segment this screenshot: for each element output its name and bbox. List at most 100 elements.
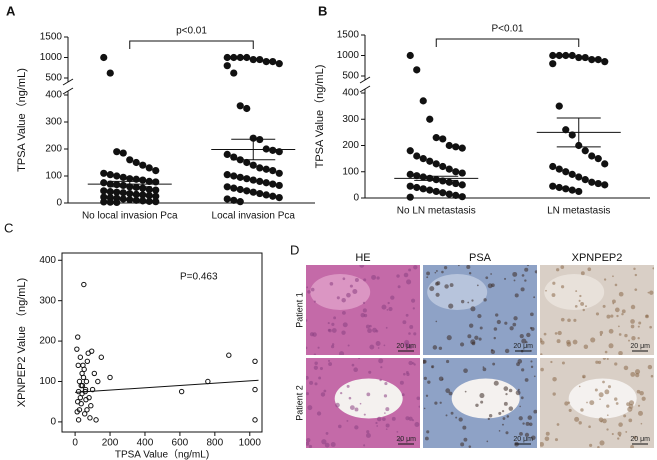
data-point (243, 175, 251, 183)
data-point (236, 185, 244, 194)
significance-bracket (435, 38, 580, 47)
nucleus (513, 279, 516, 282)
axis-break (359, 76, 371, 84)
nucleus (594, 388, 598, 392)
data-point (145, 197, 153, 205)
nucleus (342, 310, 346, 315)
y-tick-label: 1000 (337, 50, 360, 61)
y-tick-label: 200 (45, 144, 62, 155)
scale-bar-label: 20 μm (630, 436, 650, 443)
data-point (243, 104, 251, 113)
data-point (581, 176, 589, 184)
nucleus (342, 322, 348, 328)
y-tick-label: 0 (56, 198, 62, 209)
nucleus (340, 391, 343, 395)
data-point (126, 196, 134, 204)
micrograph (306, 265, 420, 355)
data-point (119, 149, 127, 157)
nucleus (425, 394, 429, 397)
nucleus (597, 445, 600, 448)
nucleus (408, 416, 413, 421)
data-point (145, 191, 153, 200)
data-point (555, 51, 563, 60)
data-point (275, 60, 283, 68)
nucleus (493, 336, 496, 340)
nucleus (503, 386, 509, 391)
data-point (256, 55, 264, 64)
nucleus (458, 417, 463, 422)
data-point (88, 403, 94, 409)
data-point (243, 187, 251, 195)
nucleus (449, 283, 454, 287)
data-point (98, 354, 105, 360)
nucleus (606, 358, 609, 361)
nucleus (512, 271, 518, 277)
nucleus (530, 327, 535, 331)
nucleus (627, 406, 633, 412)
data-point (113, 188, 121, 196)
nucleus (363, 313, 368, 318)
nucleus (354, 407, 359, 412)
y-tick-label: 300 (45, 117, 62, 128)
data-point (139, 197, 147, 205)
data-point (178, 388, 185, 395)
nucleus (348, 396, 352, 400)
data-point (81, 281, 87, 288)
nucleus (341, 330, 346, 335)
data-point (406, 182, 414, 190)
nucleus (560, 317, 565, 322)
data-point (252, 386, 258, 393)
nucleus (460, 442, 465, 447)
data-point (113, 198, 121, 207)
data-point (100, 179, 108, 187)
nucleus (556, 423, 560, 426)
nucleus (403, 272, 409, 278)
nucleus (438, 346, 443, 351)
nucleus (595, 312, 600, 316)
nucleus (338, 424, 342, 429)
nucleus (354, 425, 359, 430)
nucleus (502, 417, 506, 420)
nucleus (561, 361, 565, 365)
nucleus (640, 422, 643, 425)
nucleus (314, 361, 318, 365)
data-point (594, 179, 602, 188)
nucleus (602, 358, 606, 360)
data-point (452, 168, 460, 176)
nucleus (438, 376, 444, 382)
panel-label: A (6, 3, 16, 18)
nucleus (530, 365, 534, 369)
nucleus (379, 378, 382, 382)
nucleus (346, 419, 349, 422)
nucleus (634, 273, 638, 277)
nucleus (445, 388, 451, 394)
lumen (568, 378, 637, 419)
y-tick-label: 100 (39, 376, 56, 387)
micrograph (306, 358, 420, 448)
nucleus (362, 308, 367, 313)
nucleus (382, 417, 386, 422)
nucleus (600, 420, 603, 423)
nucleus (448, 391, 453, 396)
nucleus (409, 325, 414, 329)
nucleus (589, 443, 593, 447)
data-point (439, 189, 447, 197)
nucleus (354, 277, 359, 282)
nucleus (342, 277, 346, 281)
data-point (439, 177, 447, 185)
y-tick-label: 500 (342, 71, 359, 82)
nucleus (498, 411, 502, 415)
nucleus (630, 319, 635, 324)
nucleus (432, 345, 438, 350)
nucleus (324, 442, 330, 448)
y-tick-label: 500 (45, 73, 62, 84)
data-point (139, 161, 147, 169)
data-point (568, 51, 576, 60)
data-point (406, 147, 414, 155)
nucleus (599, 398, 601, 401)
y-tick-label: 100 (45, 171, 62, 182)
data-point (87, 415, 93, 421)
x-tick-label: 600 (172, 438, 189, 449)
nucleus (608, 343, 614, 349)
